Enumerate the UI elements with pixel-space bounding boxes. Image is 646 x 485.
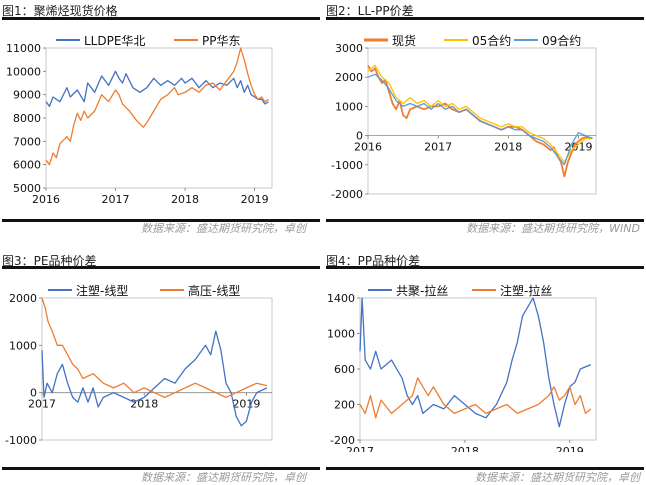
chart2-title: 图2：LL-PP价差 [326, 4, 414, 18]
series-line-0 [45, 70, 269, 107]
y-tick-label: 8000 [13, 112, 41, 125]
legend-label: 09合约 [542, 33, 581, 48]
y-tick-label: 1000 [9, 339, 37, 352]
chart4-source: 数据来源：盛达期货研究院，卓创 [475, 471, 640, 484]
chart3-top-rule [2, 266, 320, 269]
legend-label: LLDPE华北 [84, 34, 145, 48]
plot-frame [367, 47, 597, 195]
chart1-source: 数据来源：盛达期货研究院，卓创 [141, 222, 306, 235]
chart4-top-rule [326, 266, 644, 269]
y-tick-label: 1000 [327, 328, 355, 341]
chart1-svg: 5000 6000 7000 8000 9000 10000 11000 2016 2017 20… [6, 34, 273, 206]
x-tick-label: 2017 [346, 445, 374, 452]
x-tick-label: 2016 [354, 141, 382, 154]
y-tick-label: -1000 [331, 159, 363, 172]
chart3-source: 数据来源：盛达期货研究院，卓创 [141, 471, 306, 484]
x-tick-label: 2016 [32, 193, 60, 206]
chart4-title: 图4：PP品种价差 [326, 254, 421, 268]
legend-label: PP华东 [202, 34, 240, 48]
series-line-1 [367, 64, 593, 163]
chart2-top-rule [326, 17, 644, 20]
chart2-source: 数据来源：盛达期货研究院，WIND [466, 222, 640, 235]
x-tick-label: 2018 [130, 398, 158, 411]
y-tick-label: 6000 [13, 159, 41, 172]
x-tick-label: 2018 [451, 445, 479, 452]
x-tick-label: 2019 [232, 398, 260, 411]
series-line-1 [41, 297, 268, 399]
x-tick-label: 2017 [102, 193, 130, 206]
chart1-title: 图1：聚烯烃现货价格 [2, 4, 118, 18]
y-tick-label: 10000 [6, 65, 41, 78]
y-tick-label: 1000 [335, 100, 363, 113]
legend-label: 注塑-线型 [76, 283, 128, 298]
chart1-bottom-rule [2, 219, 320, 222]
x-tick-label: 2018 [494, 141, 522, 154]
y-tick-label: 9000 [13, 89, 41, 102]
y-tick-label: -2000 [331, 188, 363, 201]
y-tick-label: 7000 [13, 135, 41, 148]
series-line-0 [41, 330, 268, 427]
y-tick-label: 3000 [335, 42, 363, 55]
legend-label: 共聚-拉丝 [396, 283, 448, 298]
series-line-1 [45, 47, 269, 166]
y-tick-label: 1400 [327, 292, 355, 305]
x-tick-label: 2017 [424, 141, 452, 154]
chart3-bottom-rule [2, 467, 320, 470]
legend-label: 05合约 [472, 33, 511, 48]
chart3-svg: -1000 0 1000 2000 2017 2018 2019 注塑-线型 高压-线型 [5, 283, 273, 447]
y-tick-label: 2000 [335, 71, 363, 84]
chart4-svg: -200 200 600 1000 1400 2017 2018 2019 共聚-拉丝 注塑-拉丝 [327, 283, 597, 452]
y-tick-label: -200 [330, 434, 355, 447]
y-tick-label: 0 [30, 387, 37, 400]
x-tick-label: 2019 [241, 193, 269, 206]
chart4-bottom-rule [326, 467, 644, 470]
series-line-2 [367, 73, 593, 166]
x-tick-label: 2018 [171, 193, 199, 206]
y-tick-label: -1000 [5, 434, 37, 447]
y-tick-label: 600 [334, 363, 355, 376]
plot-frame [41, 297, 273, 441]
x-tick-label: 2019 [556, 445, 584, 452]
y-tick-label: 5000 [13, 182, 41, 195]
series-line-0 [359, 297, 592, 428]
y-tick-label: 2000 [9, 292, 37, 305]
legend-label: 现货 [392, 33, 416, 48]
y-tick-label: 0 [356, 130, 363, 143]
legend-label: 注塑-拉丝 [500, 283, 552, 298]
legend-label: 高压-线型 [188, 283, 240, 298]
y-tick-label: 200 [334, 399, 355, 412]
chart1-top-rule [2, 17, 320, 20]
y-tick-label: 11000 [6, 42, 41, 55]
series-line-1 [359, 377, 592, 419]
chart2-bottom-rule [326, 219, 644, 222]
chart3-title: 图3：PE品种价差 [2, 254, 97, 268]
x-tick-label: 2017 [28, 398, 56, 411]
